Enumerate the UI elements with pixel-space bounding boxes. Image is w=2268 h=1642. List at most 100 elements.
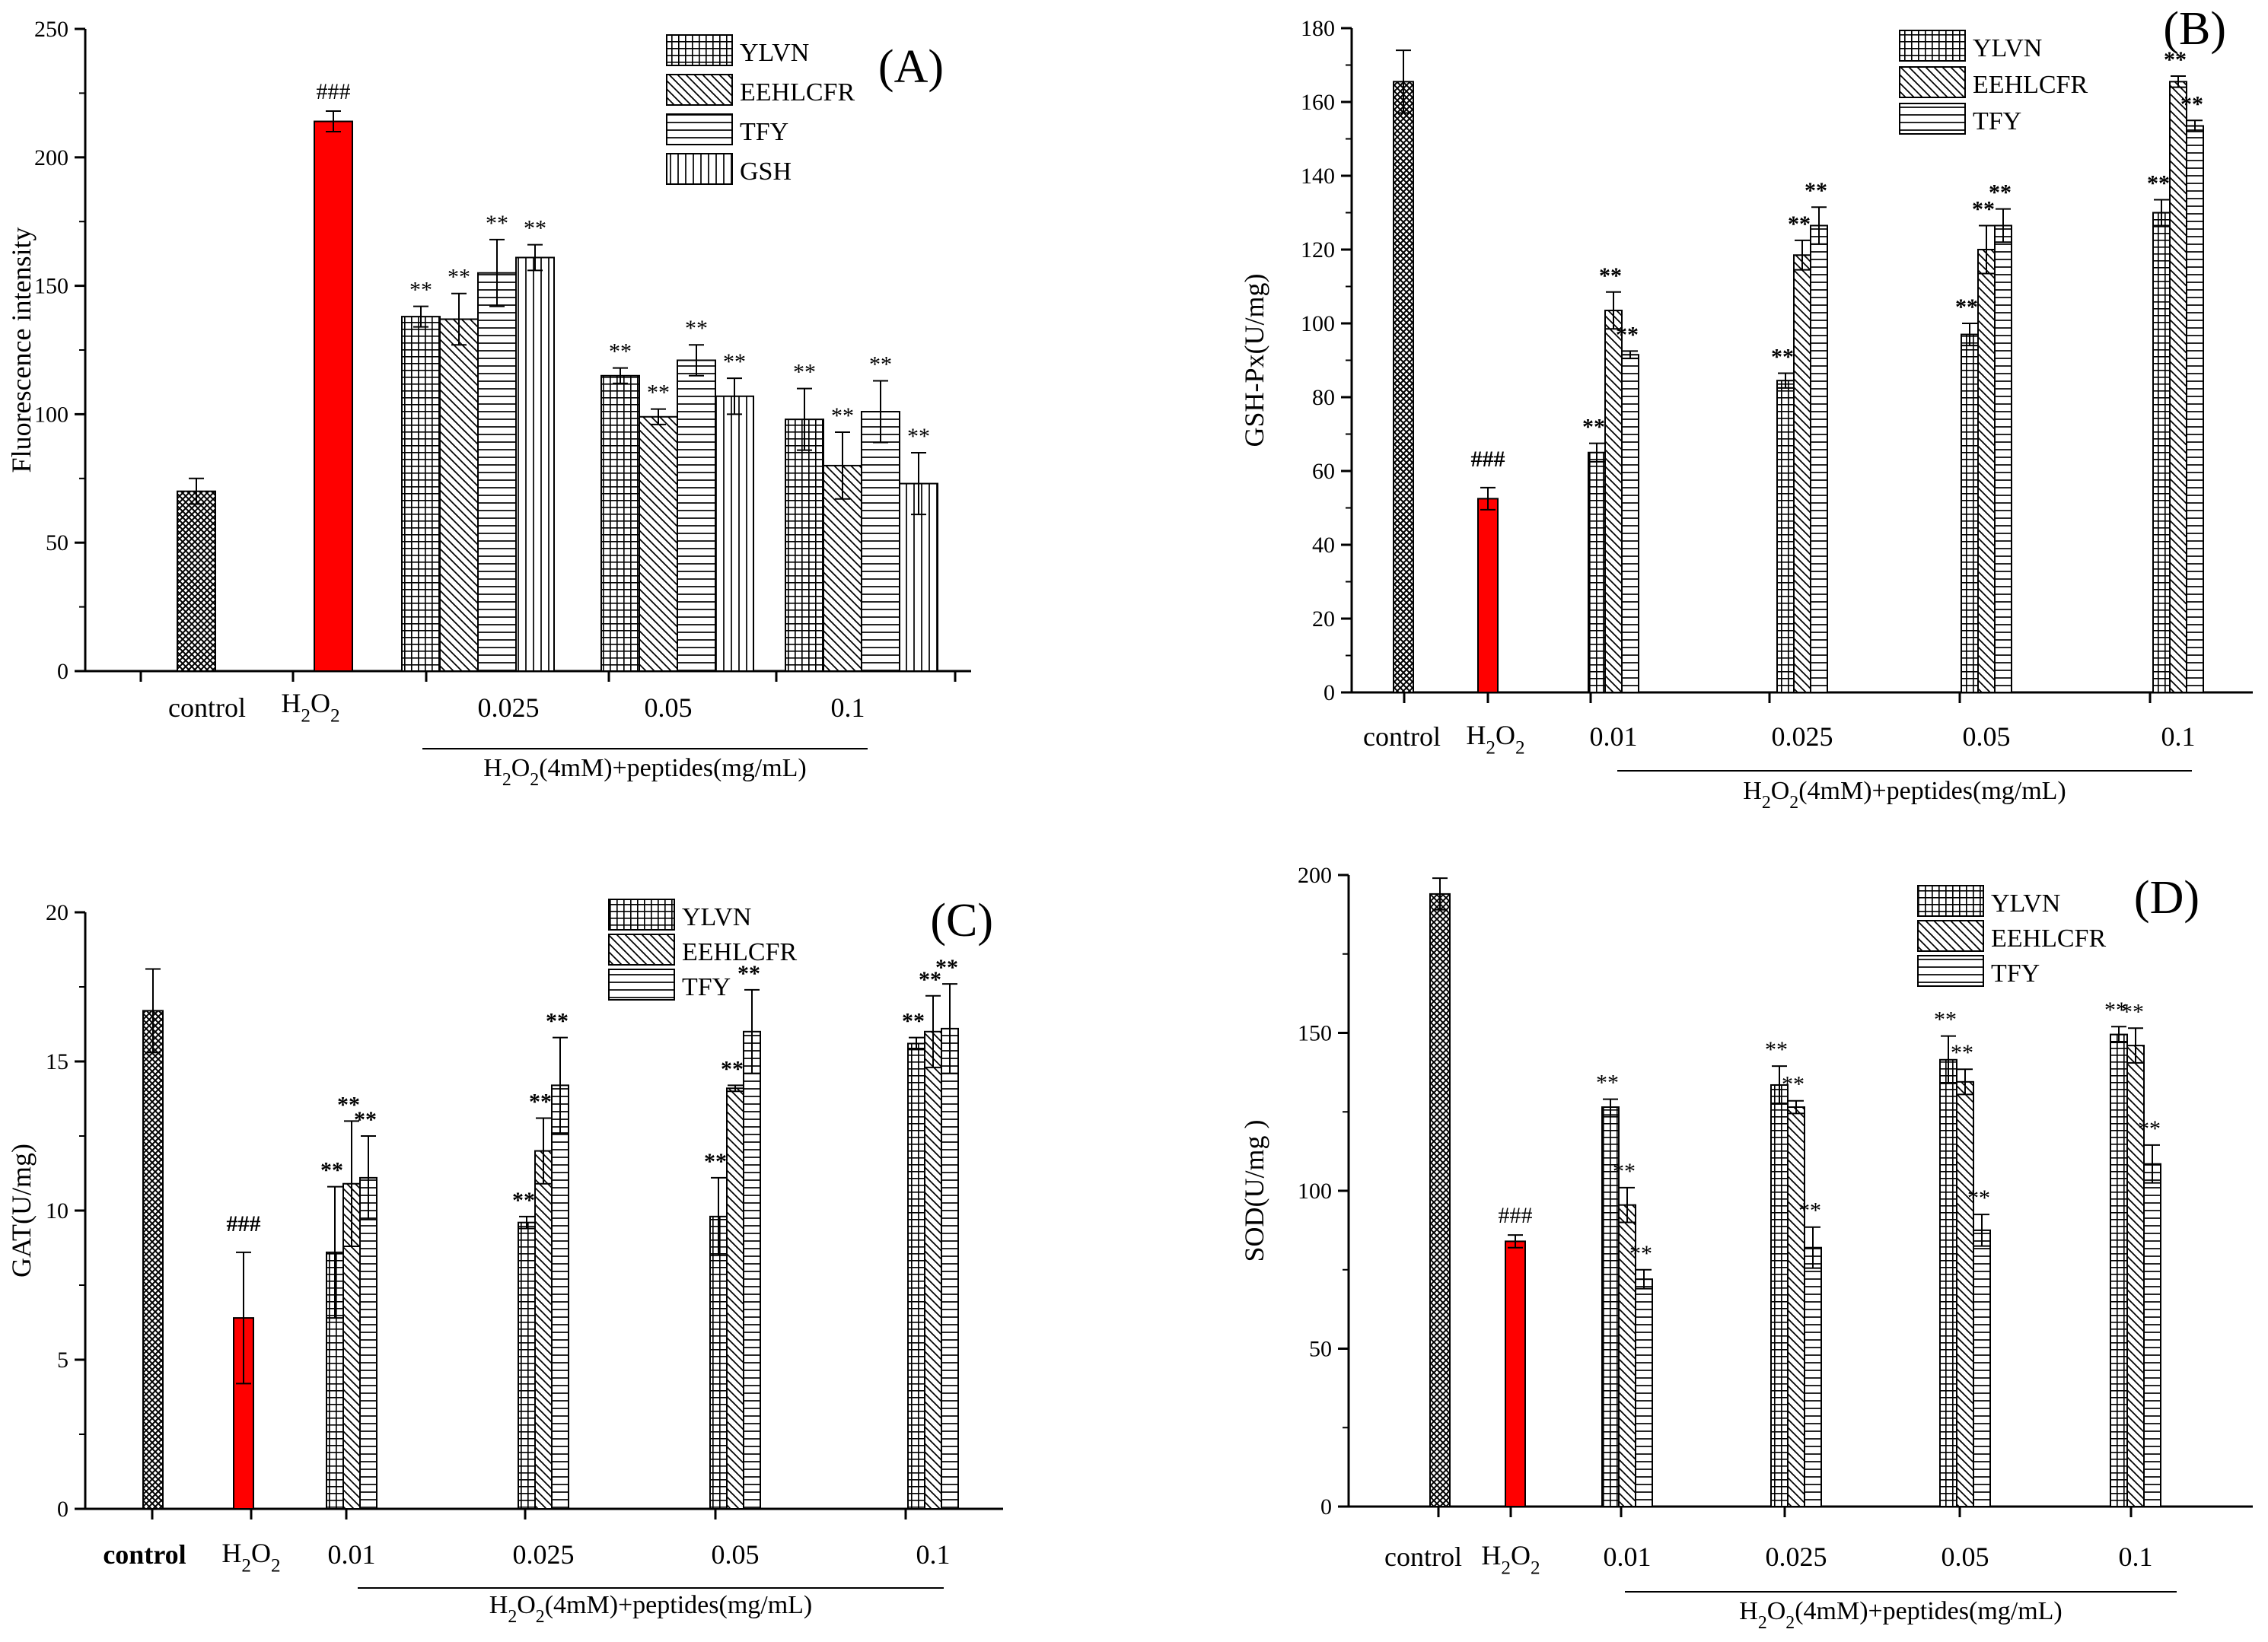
legend-swatch-tfy [1917, 955, 1984, 987]
x-label-concentration: 0.025 [478, 692, 540, 723]
significance-mark: ** [685, 316, 708, 341]
bar-tfy-0.025 [1810, 224, 1828, 694]
significance-mark: ** [831, 403, 854, 428]
bar-eehlcfr-0.025 [1787, 1106, 1805, 1507]
y-tick-label: 0 [57, 659, 68, 684]
y-tick-label: 50 [1309, 1337, 1332, 1362]
bar-ylvn-0.05 [709, 1215, 728, 1510]
annotation-hash: ### [227, 1211, 261, 1236]
y-tick-label: 150 [1298, 1021, 1332, 1046]
x-label-control: control [1363, 721, 1441, 752]
x-label-concentration: 0.05 [645, 692, 693, 723]
bar-ylvn-0.1 [2152, 212, 2171, 693]
significance-mark: ** [512, 1188, 535, 1213]
x-label-control: control [103, 1539, 186, 1570]
y-tick-label: 100 [1298, 1179, 1332, 1204]
bar-ylvn-0.1 [2110, 1033, 2128, 1507]
x-label-concentration: 0.1 [831, 692, 865, 723]
y-tick-label: 100 [1301, 311, 1335, 336]
x-label-h2o2: H2O2 [281, 688, 339, 727]
panel-tag: (D) [2134, 872, 2200, 924]
significance-mark: ** [647, 380, 670, 406]
y-axis-label: Fluorescence intensity [6, 228, 37, 473]
significance-mark: ** [1629, 1241, 1652, 1266]
x-label-concentration: 0.01 [328, 1539, 376, 1570]
y-tick-label: 20 [46, 900, 68, 925]
legend-label: EEHLCFR [1973, 71, 2088, 99]
x-label-h2o2: H2O2 [1481, 1540, 1540, 1579]
bar-tfy-0.05 [1994, 224, 2012, 694]
bar-tfy-0.1 [2143, 1163, 2161, 1507]
significance-mark: ** [1765, 1037, 1788, 1062]
x-label-concentration: 0.025 [1766, 1542, 1827, 1572]
bar-eehlcfr-0.05 [726, 1087, 744, 1510]
bar-ylvn-0.025 [401, 316, 441, 672]
significance-mark: ** [1989, 180, 2012, 205]
y-tick-label: 200 [1298, 863, 1332, 888]
bar-control [1393, 81, 1414, 693]
significance-mark: ** [354, 1107, 377, 1132]
y-tick-label: 120 [1301, 237, 1335, 263]
significance-mark: ** [1972, 196, 1995, 221]
legend-label: EEHLCFR [740, 78, 855, 107]
y-tick-label: 160 [1301, 90, 1335, 115]
significance-mark: ** [793, 360, 816, 385]
group-label: H2O2(4mM)+peptides(mg/mL) [483, 754, 807, 790]
significance-mark: ** [1616, 322, 1639, 347]
legend-label: TFY [1973, 107, 2021, 135]
y-tick-label: 150 [34, 274, 68, 299]
legend-swatch-ylvn [666, 34, 733, 66]
group-label: H2O2(4mM)+peptides(mg/mL) [489, 1591, 813, 1627]
bar-tfy-0.025 [551, 1084, 569, 1510]
significance-mark: ** [1596, 1071, 1619, 1096]
legend-swatch-tfy [1899, 103, 1966, 135]
legend-swatch-gsh [666, 153, 733, 185]
significance-mark: ** [919, 967, 941, 992]
bar-control [142, 1010, 164, 1510]
legend-label: YLVN [682, 903, 751, 931]
y-tick-label: 0 [1324, 680, 1335, 705]
legend-swatch-tfy [666, 113, 733, 145]
x-label-concentration: 0.1 [2161, 721, 2196, 752]
bar-tfy-0.01 [1635, 1278, 1653, 1507]
significance-mark: ** [448, 265, 470, 290]
significance-mark: ** [337, 1092, 360, 1117]
x-label-concentration: 0.025 [1772, 721, 1833, 752]
y-tick-label: 140 [1301, 164, 1335, 189]
legend-swatch-ylvn [608, 899, 675, 931]
x-label-concentration: 0.025 [513, 1539, 575, 1570]
bar-eehlcfr-0.05 [1956, 1080, 1974, 1507]
significance-mark: ** [529, 1089, 552, 1114]
y-tick-label: 250 [34, 17, 68, 42]
y-tick-label: 40 [1312, 533, 1335, 558]
bar-h2o2 [1505, 1240, 1526, 1508]
significance-mark: ** [1805, 178, 1827, 203]
bar-tfy-0.1 [861, 411, 900, 672]
bar-tfy-0.01 [359, 1176, 377, 1510]
bar-gsh-0.05 [715, 395, 754, 672]
x-label-concentration: 0.1 [2119, 1542, 2153, 1572]
group-label: H2O2(4mM)+peptides(mg/mL) [1743, 777, 2066, 813]
legend-label: TFY [682, 973, 731, 1001]
significance-mark: ** [1582, 415, 1605, 440]
significance-mark: ** [1599, 263, 1622, 288]
legend-label: YLVN [740, 39, 809, 67]
significance-mark: ** [609, 339, 632, 364]
significance-mark: ** [1934, 1007, 1957, 1033]
bar-eehlcfr-0.01 [1604, 310, 1623, 693]
significance-mark: ** [524, 216, 546, 241]
bar-gsh-0.025 [515, 256, 555, 672]
x-label-concentration: 0.05 [1963, 721, 2011, 752]
bar-h2o2 [1477, 498, 1499, 693]
bar-h2o2 [314, 120, 353, 672]
significance-mark: ** [935, 955, 958, 980]
bar-ylvn-0.025 [518, 1221, 536, 1510]
significance-mark: ** [2121, 999, 2144, 1024]
bar-tfy-0.05 [1973, 1229, 1991, 1507]
bar-tfy-0.1 [2186, 125, 2204, 693]
y-tick-label: 5 [57, 1348, 68, 1373]
x-label-concentration: 0.01 [1590, 721, 1638, 752]
legend-swatch-tfy [608, 969, 675, 1001]
